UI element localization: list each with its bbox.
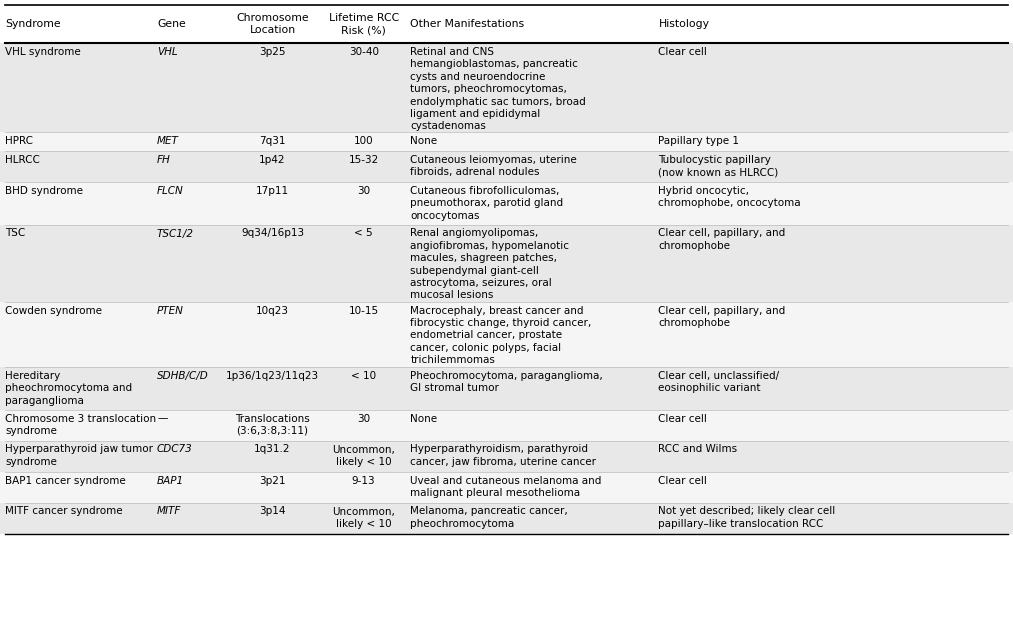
Text: 3p25: 3p25	[259, 47, 286, 57]
Text: 1q31.2: 1q31.2	[254, 445, 291, 455]
Text: 30-40: 30-40	[348, 47, 379, 57]
Text: 17p11: 17p11	[256, 186, 289, 196]
Text: TSC1/2: TSC1/2	[157, 229, 194, 239]
Text: Melanoma, pancreatic cancer,
pheochromocytoma: Melanoma, pancreatic cancer, pheochromoc…	[410, 507, 568, 529]
Text: —: —	[157, 413, 167, 423]
Text: 15-32: 15-32	[348, 155, 379, 165]
Text: RCC and Wilms: RCC and Wilms	[658, 445, 737, 455]
Bar	[0, 224, 1013, 301]
Text: None: None	[410, 413, 438, 423]
Text: Uveal and cutaneous melanoma and
malignant pleural mesothelioma: Uveal and cutaneous melanoma and maligna…	[410, 475, 602, 498]
Text: PTEN: PTEN	[157, 305, 184, 315]
Text: VHL syndrome: VHL syndrome	[5, 47, 81, 57]
Text: TSC: TSC	[5, 229, 25, 239]
Text: Macrocephaly, breast cancer and
fibrocystic change, thyroid cancer,
endometrial : Macrocephaly, breast cancer and fibrocys…	[410, 305, 592, 365]
Text: BAP1 cancer syndrome: BAP1 cancer syndrome	[5, 475, 126, 485]
Bar	[0, 182, 1013, 224]
Text: VHL: VHL	[157, 47, 177, 57]
Text: Syndrome: Syndrome	[5, 19, 61, 29]
Text: 30: 30	[358, 413, 370, 423]
Text: FLCN: FLCN	[157, 186, 183, 196]
Text: Chromosome
Location: Chromosome Location	[236, 13, 309, 35]
Bar	[0, 367, 1013, 409]
Text: HPRC: HPRC	[5, 136, 33, 146]
Text: Clear cell: Clear cell	[658, 475, 707, 485]
Text: FH: FH	[157, 155, 171, 165]
Text: HLRCC: HLRCC	[5, 155, 40, 165]
Text: Hybrid oncocytic,
chromophobe, oncocytoma: Hybrid oncocytic, chromophobe, oncocytom…	[658, 186, 801, 208]
Text: CDC73: CDC73	[157, 445, 192, 455]
Text: MET: MET	[157, 136, 179, 146]
Text: Uncommon,
likely < 10: Uncommon, likely < 10	[332, 507, 395, 529]
Text: Retinal and CNS
hemangioblastomas, pancreatic
cysts and neuroendocrine
tumors, p: Retinal and CNS hemangioblastomas, pancr…	[410, 47, 586, 131]
Text: Other Manifestations: Other Manifestations	[410, 19, 525, 29]
Text: MITF: MITF	[157, 507, 181, 516]
Text: SDHB/C/D: SDHB/C/D	[157, 371, 209, 381]
Text: MITF cancer syndrome: MITF cancer syndrome	[5, 507, 123, 516]
Bar	[0, 43, 1013, 131]
Text: Cutaneous leiomyomas, uterine
fibroids, adrenal nodules: Cutaneous leiomyomas, uterine fibroids, …	[410, 155, 577, 177]
Text: Pheochromocytoma, paraganglioma,
GI stromal tumor: Pheochromocytoma, paraganglioma, GI stro…	[410, 371, 603, 393]
Text: Lifetime RCC
Risk (%): Lifetime RCC Risk (%)	[328, 13, 399, 35]
Text: 7q31: 7q31	[259, 136, 286, 146]
Text: Gene: Gene	[157, 19, 185, 29]
Text: Renal angiomyolipomas,
angiofibromas, hypomelanotic
macules, shagreen patches,
s: Renal angiomyolipomas, angiofibromas, hy…	[410, 229, 569, 301]
Text: 10-15: 10-15	[348, 305, 379, 315]
Bar	[0, 502, 1013, 534]
Bar	[0, 131, 1013, 151]
Text: Uncommon,
likely < 10: Uncommon, likely < 10	[332, 445, 395, 467]
Text: 30: 30	[358, 186, 370, 196]
Text: Histology: Histology	[658, 19, 709, 29]
Text: Clear cell: Clear cell	[658, 47, 707, 57]
Text: 3p14: 3p14	[259, 507, 286, 516]
Text: 1p42: 1p42	[259, 155, 286, 165]
Text: None: None	[410, 136, 438, 146]
Bar	[0, 472, 1013, 502]
Bar	[0, 409, 1013, 440]
Text: Tubulocystic papillary
(now known as HLRCC): Tubulocystic papillary (now known as HLR…	[658, 155, 779, 177]
Text: BAP1: BAP1	[157, 475, 184, 485]
Text: Hereditary
pheochromocytoma and
paraganglioma: Hereditary pheochromocytoma and paragang…	[5, 371, 132, 406]
Text: Clear cell, unclassified/
eosinophilic variant: Clear cell, unclassified/ eosinophilic v…	[658, 371, 780, 393]
Text: Cutaneous fibrofolliculomas,
pneumothorax, parotid gland
oncocytomas: Cutaneous fibrofolliculomas, pneumothora…	[410, 186, 563, 221]
Text: Papillary type 1: Papillary type 1	[658, 136, 739, 146]
Text: Clear cell, papillary, and
chromophobe: Clear cell, papillary, and chromophobe	[658, 305, 786, 328]
Text: Clear cell: Clear cell	[658, 413, 707, 423]
Text: 9q34/16p13: 9q34/16p13	[241, 229, 304, 239]
Text: 100: 100	[354, 136, 374, 146]
Text: BHD syndrome: BHD syndrome	[5, 186, 83, 196]
Text: < 10: < 10	[352, 371, 376, 381]
Bar	[0, 151, 1013, 182]
Bar	[0, 5, 1013, 43]
Text: Chromosome 3 translocation
syndrome: Chromosome 3 translocation syndrome	[5, 413, 156, 436]
Text: Cowden syndrome: Cowden syndrome	[5, 305, 102, 315]
Text: 1p36/1q23/11q23: 1p36/1q23/11q23	[226, 371, 319, 381]
Text: 9-13: 9-13	[352, 475, 376, 485]
Text: < 5: < 5	[355, 229, 373, 239]
Text: Hyperparathyroidism, parathyroid
cancer, jaw fibroma, uterine cancer: Hyperparathyroidism, parathyroid cancer,…	[410, 445, 597, 467]
Text: Not yet described; likely clear cell
papillary–like translocation RCC: Not yet described; likely clear cell pap…	[658, 507, 836, 529]
Bar	[0, 301, 1013, 367]
Bar	[0, 440, 1013, 472]
Text: 3p21: 3p21	[259, 475, 286, 485]
Text: Hyperparathyroid jaw tumor
syndrome: Hyperparathyroid jaw tumor syndrome	[5, 445, 153, 467]
Text: Clear cell, papillary, and
chromophobe: Clear cell, papillary, and chromophobe	[658, 229, 786, 251]
Text: 10q23: 10q23	[256, 305, 289, 315]
Text: Translocations
(3:6,3:8,3:11): Translocations (3:6,3:8,3:11)	[235, 413, 310, 436]
